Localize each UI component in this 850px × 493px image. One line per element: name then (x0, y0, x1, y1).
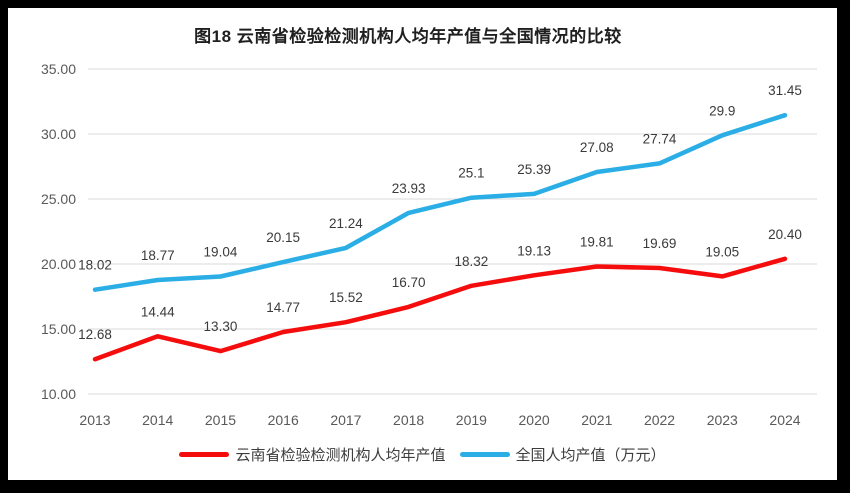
data-label: 14.44 (141, 304, 175, 319)
chart-title: 图18 云南省检验检测机构人均年产值与全国情况的比较 (194, 27, 622, 46)
y-tick-label: 35.00 (41, 61, 76, 77)
x-tick-label: 2017 (330, 412, 361, 428)
x-tick-label: 2015 (205, 412, 236, 428)
chart-panel (8, 8, 837, 480)
x-tick-label: 2013 (79, 412, 110, 428)
data-label: 25.39 (517, 162, 551, 177)
series-national-data-labels: 18.02 18.77 19.04 20.15 21.24 23.93 25.1 25.39 2… (78, 83, 802, 273)
data-label: 14.77 (266, 300, 300, 315)
legend-line-red-icon (179, 452, 230, 457)
data-label: 18.32 (454, 254, 488, 269)
x-tick-label: 2020 (519, 412, 550, 428)
x-tick-label: 2014 (142, 412, 173, 428)
data-label: 18.02 (78, 258, 112, 273)
y-tick-label: 10.00 (41, 386, 76, 402)
legend-line-blue-icon (459, 452, 510, 457)
legend-item-yunnan: 云南省检验检测机构人均年产值 (179, 444, 446, 465)
legend-label-yunnan: 云南省检验检测机构人均年产值 (235, 447, 446, 464)
legend-label-national: 全国人均产值（万元） (515, 447, 666, 464)
series-yunnan-line (92, 256, 788, 362)
data-label: 19.69 (643, 236, 677, 251)
data-label: 20.15 (266, 230, 300, 245)
data-label: 29.9 (709, 103, 735, 118)
x-tick-label: 2023 (707, 412, 738, 428)
data-label: 16.70 (392, 275, 426, 290)
y-tick-label: 30.00 (41, 126, 76, 142)
data-label: 23.93 (392, 181, 426, 196)
data-label: 19.05 (705, 244, 739, 259)
x-tick-label: 2018 (393, 412, 424, 428)
series-yunnan-data-labels: 12.68 14.44 13.30 14.77 15.52 16.70 18.32 19.13… (78, 227, 802, 342)
x-tick-label: 2019 (456, 412, 487, 428)
data-label: 20.40 (768, 227, 802, 242)
x-tick-label: 2022 (644, 412, 675, 428)
data-label: 31.45 (768, 83, 802, 98)
chart-legend: 云南省检验检测机构人均年产值 全国人均产值（万元） (8, 444, 837, 465)
series-national-line (92, 112, 788, 292)
data-label: 13.30 (204, 319, 238, 334)
data-label: 19.81 (580, 234, 614, 249)
x-axis-tick-labels: 2013 2014 2015 2016 2017 2018 2019 2020 2021 2022… (79, 412, 800, 428)
legend-item-national: 全国人均产值（万元） (459, 444, 666, 465)
data-label: 19.13 (517, 243, 551, 258)
gridlines (88, 68, 817, 395)
data-label: 15.52 (329, 290, 363, 305)
data-label: 27.74 (643, 131, 677, 146)
data-label: 12.68 (78, 327, 112, 342)
y-tick-label: 15.00 (41, 321, 76, 337)
data-label: 27.08 (580, 140, 614, 155)
y-axis-tick-labels: 35.00 30.00 25.00 20.00 15.00 10.00 (41, 61, 76, 402)
data-label: 21.24 (329, 216, 363, 231)
y-tick-label: 25.00 (41, 191, 76, 207)
data-label: 25.1 (458, 166, 484, 181)
data-label: 18.77 (141, 248, 175, 263)
x-tick-label: 2016 (268, 412, 299, 428)
x-tick-label: 2021 (581, 412, 612, 428)
x-tick-label: 2024 (769, 412, 800, 428)
y-tick-label: 20.00 (41, 256, 76, 272)
data-label: 19.04 (204, 244, 238, 259)
